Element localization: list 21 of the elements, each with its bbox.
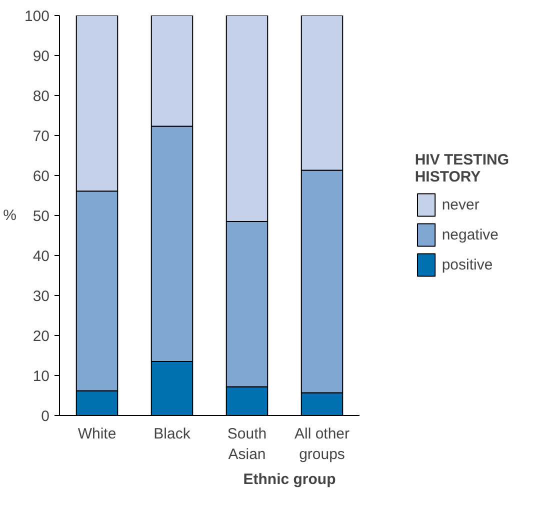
y-tick-label: 20 xyxy=(32,328,50,345)
legend-title: HIV TESTING HISTORY xyxy=(414,152,509,186)
y-tick-label: 60 xyxy=(32,168,50,185)
y-tick-label: 40 xyxy=(32,248,50,265)
x-tick-label: All other groups xyxy=(294,426,350,463)
x-tick-label: South Asian xyxy=(227,426,267,463)
x-tick-label: Black xyxy=(154,426,191,442)
y-tick-label: 0 xyxy=(41,408,50,425)
y-tick-label: 80 xyxy=(32,88,50,105)
y-tick-label: 10 xyxy=(32,368,50,385)
x-tick-label: White xyxy=(78,426,116,442)
x-axis-title: Ethnic group xyxy=(243,470,336,488)
y-tick-label: 50 xyxy=(32,208,50,225)
y-tick-label: 70 xyxy=(32,128,50,145)
legend-label: positive xyxy=(442,256,493,273)
y-tick-label: 90 xyxy=(32,48,50,65)
y-tick-label: 100 xyxy=(24,8,50,25)
legend-label: negative xyxy=(442,226,499,243)
y-tick-label: 30 xyxy=(32,288,50,305)
legend-label: never xyxy=(442,196,480,213)
y-axis-title: % xyxy=(3,207,16,224)
